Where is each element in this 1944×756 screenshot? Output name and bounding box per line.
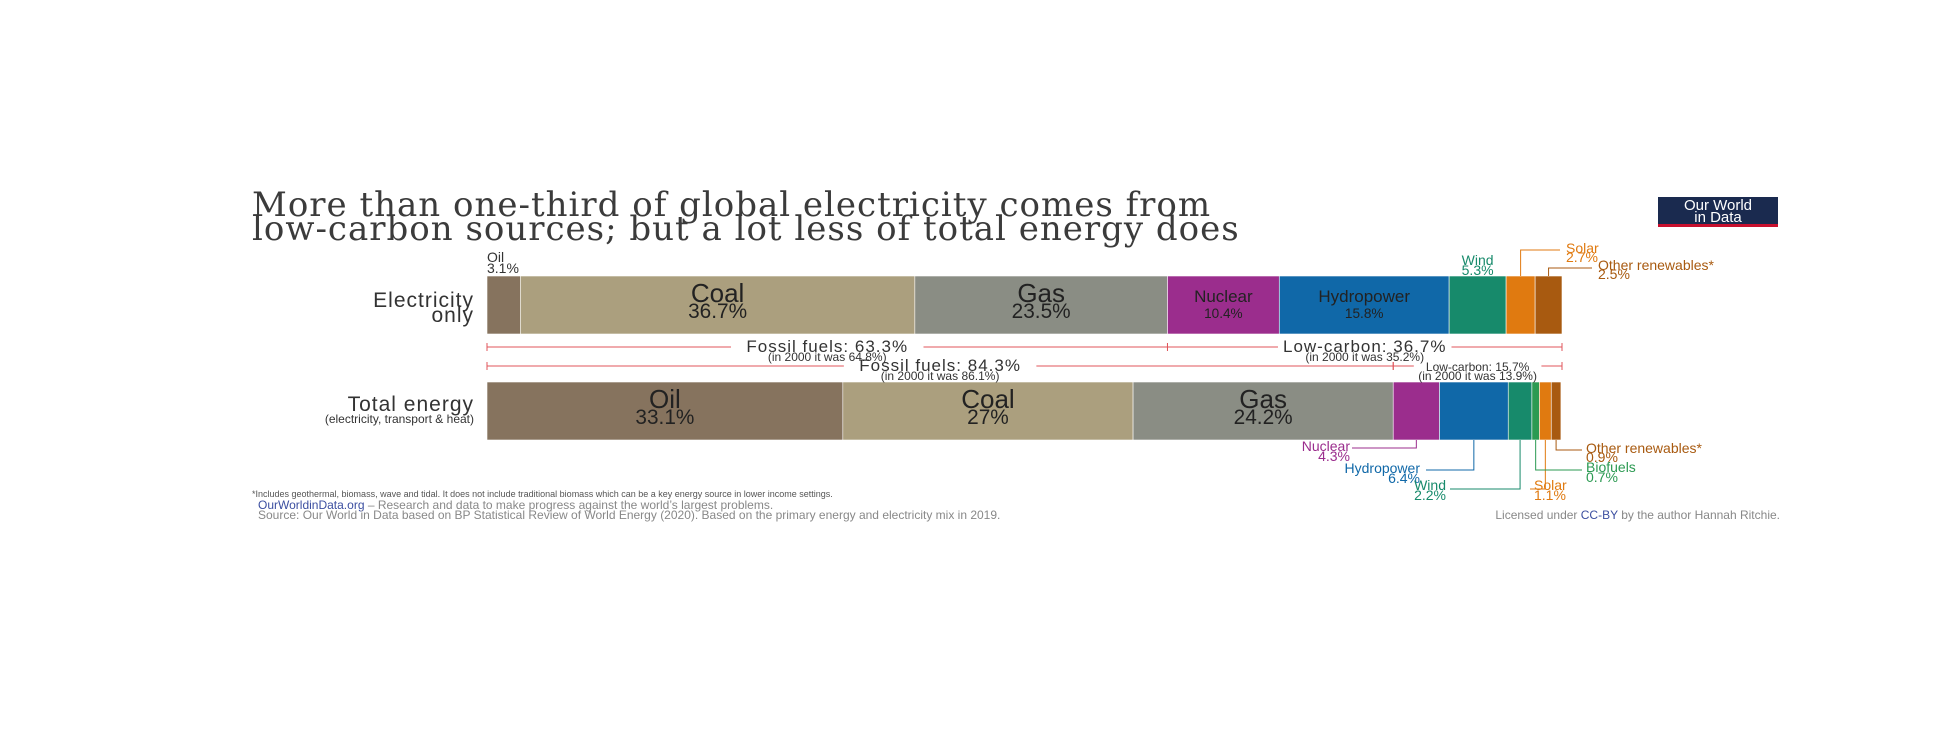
group-label-electricity-fossil: Fossil fuels: 63.3% bbox=[746, 337, 908, 356]
segment-value-electricity-nuclear: 10.4% bbox=[1204, 306, 1243, 321]
segment-value-electricity-coal: 36.7% bbox=[688, 300, 747, 323]
group-note-electricity-fossil: (in 2000 it was 64.8%) bbox=[768, 350, 887, 364]
segment-name-electricity-coal: Coal bbox=[691, 278, 744, 308]
bars-layer bbox=[486, 275, 1563, 441]
segment-name-total-gas: Gas bbox=[1239, 384, 1287, 414]
ext-name-electricity-wind: Wind bbox=[1462, 252, 1494, 268]
bar-total-oil bbox=[486, 381, 844, 441]
ext-value-total-nuclear: 4.3% bbox=[1318, 448, 1350, 464]
leader-electricity-other bbox=[1548, 267, 1592, 276]
segment-name-electricity-gas: Gas bbox=[1017, 278, 1065, 308]
row-label-electricity-line-1: Electricity bbox=[373, 289, 474, 312]
group-label-total-fossil: Fossil fuels: 84.3% bbox=[859, 356, 1021, 375]
ext-value-total-solar: 1.1% bbox=[1534, 487, 1566, 503]
leader-total-biofuels bbox=[1535, 440, 1582, 471]
ext-value-electricity-wind: 5.3% bbox=[1462, 262, 1494, 278]
group-note-total-fossil: (in 2000 it was 86.1%) bbox=[881, 369, 1000, 383]
chart-title-line-2: low-carbon sources; but a lot less of to… bbox=[252, 209, 1240, 249]
logo-line-1: Our World bbox=[1684, 197, 1752, 214]
logo-background bbox=[1658, 197, 1778, 227]
segment-name-total-coal: Coal bbox=[961, 384, 1014, 414]
ext-name-total-nuclear: Nuclear bbox=[1302, 438, 1351, 454]
ext-value-electricity-solar: 2.7% bbox=[1566, 249, 1598, 265]
row-label-total-energy-line-2: (electricity, transport & heat) bbox=[325, 412, 474, 426]
logo-line-2: in Data bbox=[1694, 209, 1742, 226]
leader-electricity-solar bbox=[1520, 249, 1560, 276]
ext-name-electricity-solar: Solar bbox=[1566, 240, 1599, 256]
ext-name-electricity-other: Other renewables* bbox=[1598, 257, 1715, 273]
logo-accent-bar bbox=[1658, 224, 1778, 227]
chart-title-line-1: More than one-third of global electricit… bbox=[252, 185, 1211, 225]
bar-electricity-wind bbox=[1448, 275, 1507, 335]
group-label-total-lowcarbon: Low-carbon: 15.7% bbox=[1426, 360, 1530, 374]
license-prefix: Licensed under bbox=[1495, 508, 1580, 522]
bar-total-wind bbox=[1507, 381, 1533, 441]
source-note: Source: Our World in Data based on BP St… bbox=[258, 508, 1000, 522]
bar-electricity-solar bbox=[1505, 275, 1536, 335]
footer-tagline-line: OurWorldinData.org – Research and data t… bbox=[258, 498, 773, 512]
ext-name-total-solar: Solar bbox=[1534, 477, 1567, 493]
bar-total-nuclear bbox=[1392, 381, 1440, 441]
segment-name-electricity-hydropower: Hydropower bbox=[1318, 287, 1410, 306]
bar-electricity-coal bbox=[520, 275, 916, 335]
tagline: – Research and data to make progress aga… bbox=[365, 498, 774, 512]
bar-total-coal bbox=[842, 381, 1134, 441]
segment-labels-layer: Coal36.7%Gas23.5%Nuclear10.4%Hydropower1… bbox=[635, 278, 1410, 429]
leader-total-nuclear bbox=[1352, 440, 1417, 449]
leader-total-wind bbox=[1450, 440, 1521, 490]
group-note-electricity-lowcarbon: (in 2000 it was 35.2%) bbox=[1305, 350, 1424, 364]
bar-electricity-gas bbox=[914, 275, 1168, 335]
ext-value-electricity-other: 2.5% bbox=[1598, 266, 1630, 282]
bar-electricity-oil bbox=[486, 275, 521, 335]
leader-total-hydropower bbox=[1426, 440, 1475, 471]
ext-value-electricity-oil: 3.1% bbox=[487, 260, 519, 276]
segment-name-electricity-nuclear: Nuclear bbox=[1194, 287, 1253, 306]
ext-name-electricity-oil: Oil bbox=[487, 249, 504, 265]
bar-total-other-renewables bbox=[1550, 381, 1562, 441]
bar-electricity-nuclear bbox=[1167, 275, 1280, 335]
row-label-electricity-line-2: only bbox=[431, 304, 474, 327]
segment-value-total-gas: 24.2% bbox=[1234, 406, 1293, 429]
bar-total-hydropower bbox=[1439, 381, 1509, 441]
ext-value-total-biofuels: 0.7% bbox=[1586, 469, 1618, 485]
ext-name-total-other: Other renewables* bbox=[1586, 440, 1703, 456]
group-label-electricity-lowcarbon: Low-carbon: 36.7% bbox=[1283, 337, 1446, 356]
site-link[interactable]: OurWorldinData.org bbox=[258, 498, 365, 512]
segment-value-total-oil: 33.1% bbox=[635, 406, 694, 429]
ext-value-total-wind: 2.2% bbox=[1414, 487, 1446, 503]
bar-electricity-other-renewables bbox=[1534, 275, 1563, 335]
ext-name-total-hydropower: Hydropower bbox=[1345, 460, 1421, 476]
ext-value-total-other: 0.9% bbox=[1586, 449, 1618, 465]
group-brackets-layer: Fossil fuels: 63.3%(in 2000 it was 64.8%… bbox=[486, 337, 1563, 383]
leader-total-solar bbox=[1530, 440, 1546, 490]
license-link[interactable]: CC-BY bbox=[1581, 508, 1618, 522]
ext-name-total-biofuels: Biofuels bbox=[1586, 459, 1636, 475]
segment-name-total-oil: Oil bbox=[649, 384, 681, 414]
bar-electricity-hydropower bbox=[1278, 275, 1450, 335]
row-label-total-energy-line-1: Total energy bbox=[348, 393, 474, 416]
ext-name-total-wind: Wind bbox=[1414, 477, 1446, 493]
bar-total-biofuels bbox=[1531, 381, 1540, 441]
owid-logo[interactable]: Our World in Data bbox=[1658, 197, 1778, 227]
footnote: *Includes geothermal, biomass, wave and … bbox=[252, 489, 833, 499]
segment-value-total-coal: 27% bbox=[967, 406, 1009, 429]
segment-value-electricity-hydropower: 15.8% bbox=[1345, 306, 1384, 321]
license-line: Licensed under CC-BY by the author Hanna… bbox=[1495, 508, 1780, 522]
bar-total-gas bbox=[1132, 381, 1394, 441]
license-suffix: by the author Hannah Ritchie. bbox=[1618, 508, 1780, 522]
leader-total-other bbox=[1555, 440, 1582, 451]
group-note-total-lowcarbon: (in 2000 it was 13.9%) bbox=[1418, 369, 1537, 383]
bar-total-solar bbox=[1539, 381, 1552, 441]
ext-value-total-hydropower: 6.4% bbox=[1388, 470, 1420, 486]
segment-value-electricity-gas: 23.5% bbox=[1012, 300, 1071, 323]
